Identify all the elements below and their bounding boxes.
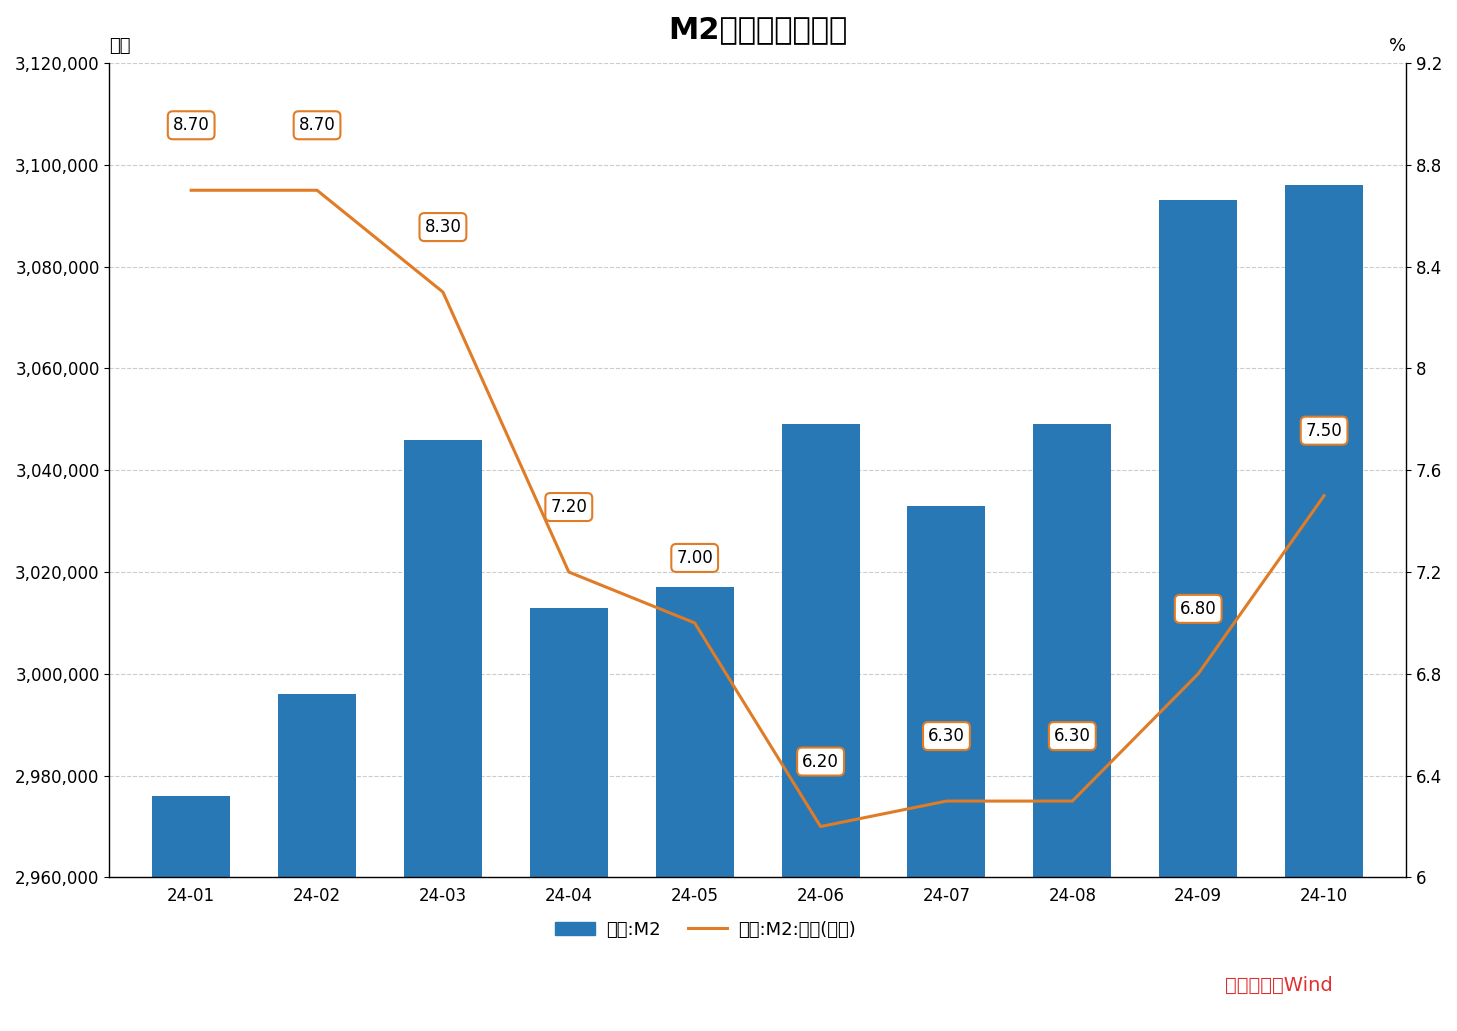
- Bar: [1033, 425, 1112, 1031]
- Text: 8.70: 8.70: [173, 117, 210, 134]
- Bar: [656, 588, 734, 1031]
- Bar: [1285, 186, 1364, 1031]
- Text: 8.70: 8.70: [299, 117, 335, 134]
- Bar: [278, 694, 356, 1031]
- Bar: [781, 425, 860, 1031]
- Text: 数据来源：Wind: 数据来源：Wind: [1225, 976, 1333, 995]
- Text: 7.50: 7.50: [1305, 422, 1342, 439]
- Text: 6.80: 6.80: [1180, 600, 1217, 618]
- Text: 7.00: 7.00: [676, 548, 712, 567]
- Title: M2数据及变化情况: M2数据及变化情况: [667, 15, 848, 44]
- Bar: [404, 439, 482, 1031]
- Text: 8.30: 8.30: [424, 219, 462, 236]
- Text: 6.20: 6.20: [803, 753, 839, 770]
- Text: 6.30: 6.30: [928, 727, 965, 745]
- Text: %: %: [1389, 37, 1406, 55]
- Bar: [152, 796, 230, 1031]
- Bar: [908, 506, 985, 1031]
- Bar: [1160, 200, 1237, 1031]
- Legend: 中国:M2, 中国:M2:同比(右轴): 中国:M2, 中国:M2:同比(右轴): [548, 913, 863, 945]
- Text: 亿元: 亿元: [109, 37, 131, 55]
- Text: 7.20: 7.20: [551, 498, 587, 517]
- Text: 6.30: 6.30: [1053, 727, 1091, 745]
- Bar: [530, 607, 608, 1031]
